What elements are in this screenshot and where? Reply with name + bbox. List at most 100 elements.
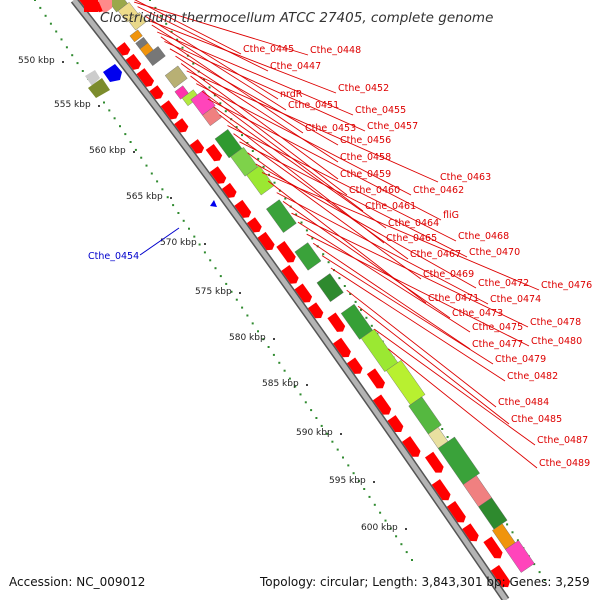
- feature-block: [145, 46, 166, 66]
- gene-label[interactable]: Cthe_0482: [507, 371, 558, 382]
- gene-leader-line: [160, 36, 304, 134]
- inner-scale-dot: [246, 314, 249, 317]
- label-leader-lines: [133, 0, 540, 469]
- gene-label[interactable]: Cthe_0475: [472, 322, 523, 333]
- forward-cds-arrow: [116, 42, 131, 56]
- gene-label[interactable]: nrdR: [280, 89, 303, 100]
- inner-scale-dot: [219, 275, 222, 278]
- inner-scale-dot: [161, 188, 164, 191]
- outer-scale-dot: [343, 285, 346, 287]
- inner-scale-dot: [411, 559, 413, 561]
- inner-scale-dot: [34, 0, 36, 1]
- inner-scale-dot: [71, 54, 74, 57]
- gene-label[interactable]: Cthe_0448: [310, 45, 361, 56]
- gene-label[interactable]: Cthe_0447: [270, 61, 321, 72]
- gene-label[interactable]: Cthe_0464: [388, 218, 439, 229]
- gene-label[interactable]: Cthe_0470: [469, 247, 520, 258]
- gene-label[interactable]: fliG: [443, 210, 459, 221]
- gene-label[interactable]: Cthe_0479: [495, 354, 546, 365]
- inner-scale-dot: [304, 401, 307, 404]
- ruler-tick: [170, 197, 172, 199]
- inner-scale-dot: [177, 212, 180, 214]
- gene-label[interactable]: Cthe_0453: [305, 123, 356, 134]
- gene-leader-line: [312, 242, 471, 350]
- ruler-label: 560 kbp: [89, 146, 126, 156]
- ruler-tick: [373, 481, 375, 483]
- inner-scale-dot: [166, 196, 169, 199]
- gene-leader-line: [388, 348, 538, 469]
- gene-label[interactable]: Cthe_0459: [340, 169, 391, 180]
- inner-scale-dot: [113, 117, 116, 120]
- feature-block: [408, 396, 442, 435]
- outer-scale-dot: [262, 165, 265, 168]
- outer-scale-dot: [176, 38, 179, 41]
- gene-label[interactable]: Cthe_0460: [349, 185, 400, 196]
- gene-label[interactable]: Cthe_0485: [511, 414, 562, 425]
- feature-block: [478, 497, 508, 530]
- ruler-tick: [98, 105, 100, 107]
- gene-leader-line: [207, 98, 442, 221]
- gene-label[interactable]: Cthe_0467: [410, 249, 461, 260]
- inner-scale-dot: [182, 219, 185, 222]
- inner-scale-dot: [49, 22, 52, 25]
- gene-label[interactable]: Cthe_0471: [428, 293, 479, 304]
- inner-scale-dot: [124, 133, 127, 136]
- gene-label[interactable]: Cthe_0472: [478, 278, 529, 289]
- ruler-tick: [133, 151, 135, 153]
- gene-leader-line: [227, 125, 457, 242]
- outer-scale-dot: [300, 221, 303, 224]
- gene-label[interactable]: Cthe_0487: [537, 435, 588, 446]
- forward-cds-arrow: [221, 182, 237, 198]
- ruler-label: 590 kbp: [296, 428, 333, 438]
- gene-label[interactable]: Cthe_0478: [530, 317, 581, 328]
- outer-scale-dot: [224, 110, 227, 113]
- gene-label[interactable]: Cthe_0458: [340, 152, 391, 163]
- ruler-tick: [405, 528, 407, 530]
- outer-scale-dot: [360, 308, 362, 311]
- gene-label[interactable]: Cthe_0477: [472, 339, 523, 350]
- forward-cds-arrow: [160, 100, 179, 120]
- inner-scale-dot: [119, 125, 121, 128]
- gene-label[interactable]: Cthe_0469: [423, 269, 474, 280]
- gene-label[interactable]: Cthe_0451: [288, 100, 339, 111]
- inner-scale-dot: [44, 14, 47, 17]
- feature-block: [360, 328, 399, 372]
- genome-backbone-fill: [72, 0, 509, 600]
- outer-scale-dot: [349, 293, 352, 295]
- gene-label[interactable]: Cthe_0473: [452, 308, 503, 319]
- gene-leader-line: [148, 19, 337, 94]
- gene-leader-line: [157, 31, 354, 116]
- inner-scale-dot: [230, 290, 233, 293]
- gene-label[interactable]: Cthe_0457: [367, 121, 418, 132]
- gene-label[interactable]: Cthe_0480: [531, 336, 582, 347]
- highlight-gene-label[interactable]: Cthe_0454: [88, 251, 139, 262]
- gene-label[interactable]: Cthe_0474: [490, 294, 541, 305]
- gene-label[interactable]: Cthe_0484: [498, 397, 549, 408]
- forward-cds-arrow: [234, 199, 252, 218]
- inner-scale-dot: [257, 330, 259, 333]
- gene-label[interactable]: Cthe_0468: [458, 231, 509, 242]
- forward-cds-arrow: [281, 265, 299, 284]
- gene-label[interactable]: Cthe_0463: [440, 172, 491, 183]
- gene-label[interactable]: Cthe_0461: [365, 201, 416, 212]
- forward-cds-arrow: [327, 312, 346, 332]
- gene-leader-line: [175, 55, 339, 163]
- inner-scale-dot: [368, 495, 371, 498]
- ruler-label-layer: 550 kbp 555 kbp 560 kbp 565 kbp 570 kbp 575 k…: [18, 56, 407, 533]
- gene-leader-line: [276, 192, 489, 305]
- inner-scale-dot: [326, 432, 328, 435]
- gene-label[interactable]: Cthe_0455: [355, 105, 406, 116]
- feature-block: [266, 199, 297, 233]
- gene-label[interactable]: Cthe_0456: [340, 135, 391, 146]
- outer-scale-dot: [186, 54, 189, 57]
- gene-label[interactable]: Cthe_0476: [541, 280, 592, 291]
- gene-label[interactable]: Cthe_0445: [243, 44, 294, 55]
- forward-cds-arrow: [276, 240, 296, 263]
- inner-scale-dot: [172, 204, 175, 207]
- inner-scale-dot: [65, 46, 68, 49]
- gene-label[interactable]: Cthe_0465: [386, 233, 437, 244]
- gene-label[interactable]: Cthe_0462: [413, 185, 464, 196]
- gene-label[interactable]: Cthe_0452: [338, 83, 389, 94]
- gene-leader-line: [233, 133, 409, 260]
- gene-label[interactable]: Cthe_0489: [539, 458, 590, 469]
